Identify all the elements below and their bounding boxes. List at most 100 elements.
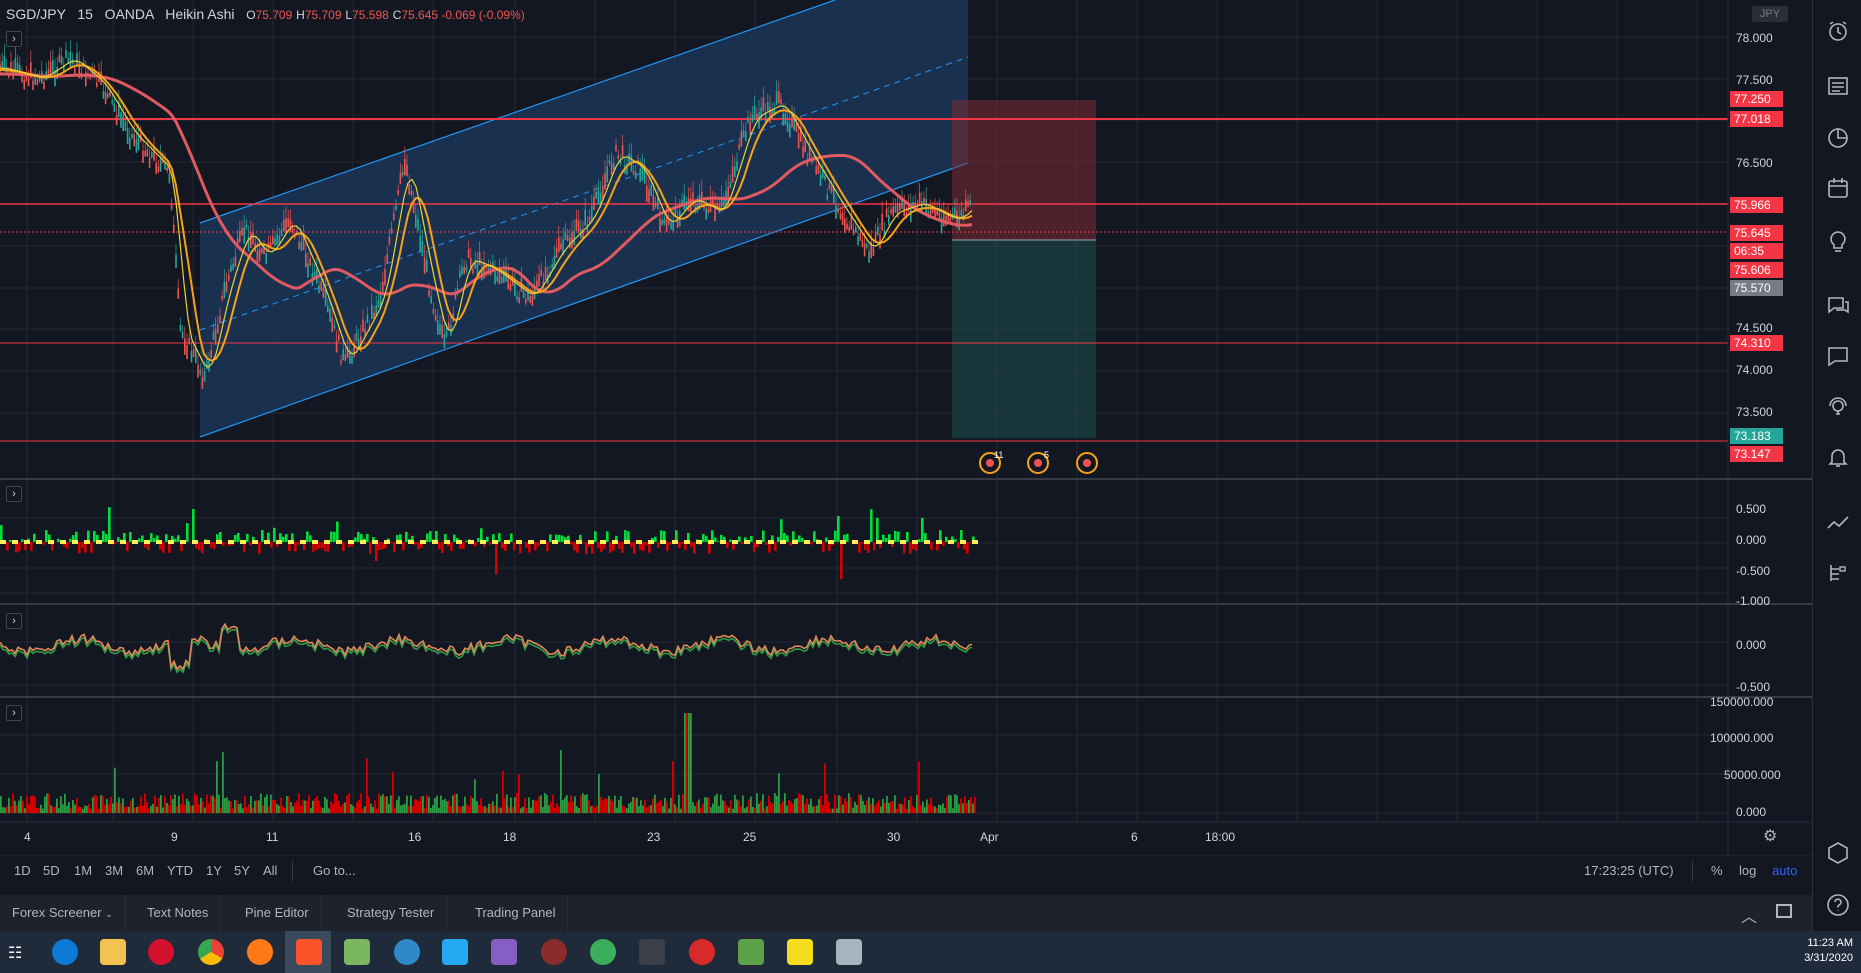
ideas-lightbulb-icon[interactable] xyxy=(1825,228,1851,254)
chevron-up-icon[interactable]: ︿ xyxy=(1741,909,1758,926)
firefox-browser-icon[interactable] xyxy=(247,939,273,965)
notifications-bell-icon[interactable] xyxy=(1825,444,1851,470)
data-window-icon[interactable] xyxy=(1825,125,1851,151)
volume-axis-label: 50000.000 xyxy=(1724,768,1781,782)
app-icon[interactable] xyxy=(689,939,715,965)
calendar-icon[interactable] xyxy=(1825,175,1851,201)
log-toggle[interactable]: log xyxy=(1739,863,1757,878)
tab-forex-screener[interactable]: Forex Screener ⌄ xyxy=(0,895,126,931)
app-icon[interactable] xyxy=(836,939,862,965)
range-6m[interactable]: 6M xyxy=(136,863,155,878)
osc1-axis-label: -0.500 xyxy=(1736,564,1771,578)
pane-divider[interactable] xyxy=(0,603,1812,605)
tab-pine-editor[interactable]: Pine Editor xyxy=(233,895,322,931)
percent-toggle[interactable]: % xyxy=(1711,863,1723,878)
tab-text-notes[interactable]: Text Notes xyxy=(135,895,222,931)
chart-canvas[interactable] xyxy=(0,0,1812,856)
range-1m[interactable]: 1M xyxy=(74,863,93,878)
range-toolbar: 1D 5D 1M 3M 6M YTD 1Y 5Y All Go to... 17… xyxy=(0,856,1812,886)
settings-gear-icon[interactable]: ⚙ xyxy=(1763,828,1778,845)
time-axis-label: 4 xyxy=(24,830,31,844)
sticky-notes-icon[interactable] xyxy=(787,939,813,965)
osc1-axis-label: 0.500 xyxy=(1736,502,1767,516)
volume-axis-label: 0.000 xyxy=(1736,805,1767,819)
close-value: 75.645 -0.069 (-0.09%) xyxy=(401,8,525,22)
price-tag-73147[interactable]: 73.147 xyxy=(1730,446,1783,462)
range-all[interactable]: All xyxy=(263,863,278,878)
exchange: OANDA xyxy=(104,6,154,22)
goto-button[interactable]: Go to... xyxy=(313,863,356,878)
chart-legend: SGD/JPY 15 OANDA Heikin Ashi O75.709 H75… xyxy=(6,6,525,22)
watchlist-icon[interactable] xyxy=(1825,73,1851,99)
time-axis-label: 18:00 xyxy=(1205,830,1236,844)
price-tag-75570: 75.570 xyxy=(1730,280,1783,296)
vscode-icon[interactable] xyxy=(442,939,468,965)
chats-icon[interactable] xyxy=(1825,292,1851,318)
short-position-tool[interactable] xyxy=(952,100,1096,438)
price-tag-74310[interactable]: 74.310 xyxy=(1730,335,1783,351)
alarm-clock-icon[interactable] xyxy=(1825,18,1851,44)
bottom-panel-bar: Forex Screener ⌄ Text Notes Pine Editor … xyxy=(0,895,1812,931)
right-sidebar xyxy=(1812,0,1861,931)
tab-trading-panel[interactable]: Trading Panel xyxy=(463,895,569,931)
image-viewer-icon[interactable] xyxy=(344,939,370,965)
brave-browser-icon[interactable] xyxy=(296,939,322,965)
pane-divider[interactable] xyxy=(0,478,1812,480)
app-icon[interactable] xyxy=(394,939,420,965)
streams-icon[interactable] xyxy=(1825,394,1851,420)
chat-bubble-icon[interactable] xyxy=(1825,343,1851,369)
pane-divider[interactable] xyxy=(0,696,1812,698)
price-axis-label: 78.000 xyxy=(1736,31,1773,45)
time-axis-label: 6 xyxy=(1131,830,1138,844)
auto-toggle[interactable]: auto xyxy=(1772,863,1798,878)
range-ytd[interactable]: YTD xyxy=(167,863,193,878)
price-tag-75966[interactable]: 75.966 xyxy=(1730,197,1783,213)
visual-studio-icon[interactable] xyxy=(491,939,517,965)
system-clock[interactable]: 11:23 AM 3/31/2020 xyxy=(1804,936,1853,966)
terminal-icon[interactable] xyxy=(639,939,665,965)
divider xyxy=(292,861,293,881)
dom-icon[interactable] xyxy=(1825,840,1851,866)
help-icon[interactable] xyxy=(1825,892,1851,918)
price-tag-77250[interactable]: 77.250 xyxy=(1730,91,1783,107)
open-value: 75.709 xyxy=(255,8,293,22)
currency-badge[interactable]: JPY xyxy=(1752,6,1788,22)
range-1d[interactable]: 1D xyxy=(14,863,31,878)
edge-browser-icon[interactable] xyxy=(52,939,78,965)
parallel-channel[interactable] xyxy=(199,0,969,438)
collapse-pane-button[interactable]: › xyxy=(6,486,22,502)
high-value: 75.709 xyxy=(304,8,342,22)
event-markers[interactable] xyxy=(979,452,1098,474)
maximize-icon[interactable] xyxy=(1776,904,1792,918)
sync-app-icon[interactable] xyxy=(590,939,616,965)
collapse-pane-button[interactable]: › xyxy=(6,613,22,629)
range-1y[interactable]: 1Y xyxy=(206,863,222,878)
opera-browser-icon[interactable] xyxy=(148,939,174,965)
range-5y[interactable]: 5Y xyxy=(234,863,250,878)
price-tag-73183[interactable]: 73.183 xyxy=(1730,428,1783,444)
interval[interactable]: 15 xyxy=(77,6,93,22)
task-view-icon[interactable]: ☷ xyxy=(8,945,23,962)
chevron-down-icon: ⌄ xyxy=(105,909,113,919)
collapse-indicators-button[interactable]: › xyxy=(6,31,22,47)
horizontal-lines[interactable] xyxy=(0,118,1728,442)
file-explorer-icon[interactable] xyxy=(100,939,126,965)
price-axis-label: 77.500 xyxy=(1736,73,1773,87)
utc-clock[interactable]: 17:23:25 (UTC) xyxy=(1584,863,1674,878)
web-app-icon[interactable] xyxy=(541,939,567,965)
app-icon[interactable] xyxy=(738,939,764,965)
tab-strategy-tester[interactable]: Strategy Tester xyxy=(335,895,448,931)
object-tree-icon[interactable] xyxy=(1825,560,1851,586)
oscillator-1-histogram xyxy=(0,507,978,580)
range-3m[interactable]: 3M xyxy=(105,863,124,878)
high-key: H xyxy=(296,8,305,22)
windows-taskbar: ☷ 11:23 AM 3/31/2020 xyxy=(0,931,1861,973)
hotlist-icon[interactable] xyxy=(1825,510,1851,536)
price-tag-77018[interactable]: 77.018 xyxy=(1730,111,1783,127)
collapse-pane-button[interactable]: › xyxy=(6,705,22,721)
bar-countdown: 06:35 xyxy=(1730,243,1783,259)
chrome-browser-icon[interactable] xyxy=(198,939,224,965)
symbol-name[interactable]: SGD/JPY xyxy=(6,6,66,22)
low-key: L xyxy=(345,8,353,22)
range-5d[interactable]: 5D xyxy=(43,863,60,878)
